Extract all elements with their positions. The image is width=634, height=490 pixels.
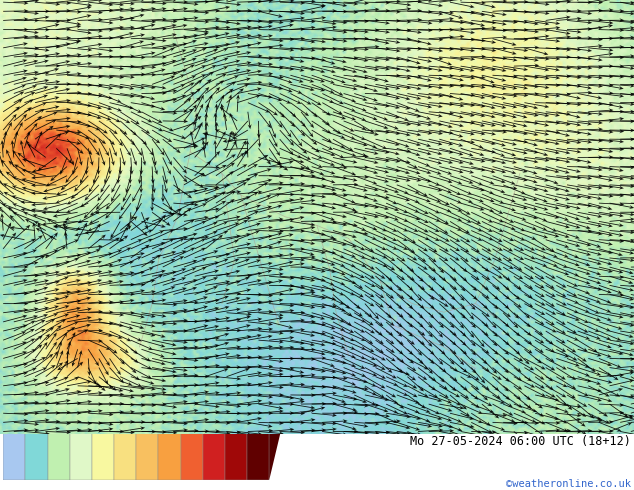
Bar bbox=[70, 294, 92, 480]
Bar bbox=[225, 294, 247, 480]
Text: Surface wind (bft)  ECMWF: Surface wind (bft) ECMWF bbox=[3, 435, 181, 448]
Bar bbox=[3, 294, 25, 480]
Bar bbox=[136, 294, 158, 480]
Bar bbox=[247, 294, 269, 480]
Bar bbox=[203, 294, 225, 480]
Bar bbox=[114, 294, 136, 480]
Bar bbox=[92, 294, 114, 480]
Bar bbox=[48, 294, 70, 480]
Bar bbox=[181, 294, 203, 480]
FancyArrow shape bbox=[269, 294, 292, 480]
Text: Mo 27-05-2024 06:00 UTC (18+12): Mo 27-05-2024 06:00 UTC (18+12) bbox=[410, 435, 631, 448]
Bar bbox=[158, 294, 181, 480]
Text: ©weatheronline.co.uk: ©weatheronline.co.uk bbox=[506, 479, 631, 489]
Bar bbox=[25, 294, 48, 480]
